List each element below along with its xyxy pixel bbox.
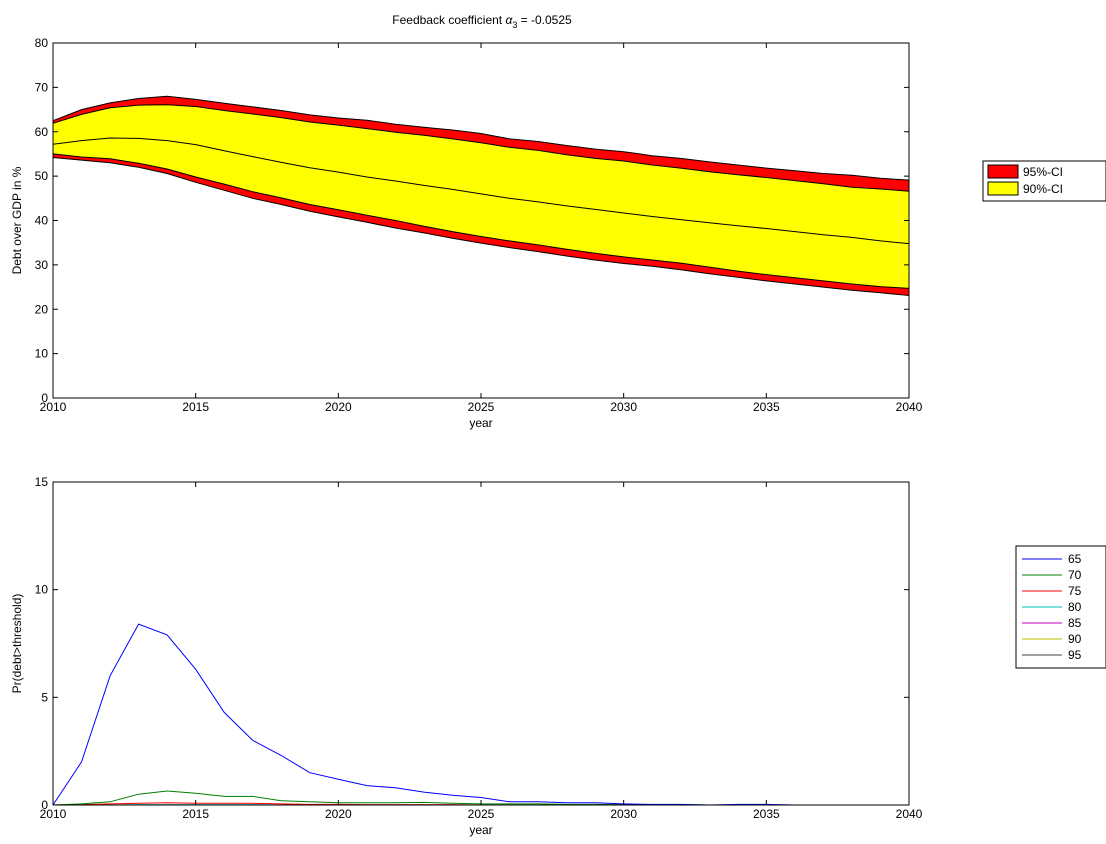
legend-label: 75 (1068, 584, 1082, 598)
x-tick-label: 2040 (896, 400, 923, 414)
x-tick-label: 2030 (610, 400, 637, 414)
legend-label: 95%-CI (1023, 165, 1063, 179)
x-tick-label: 2030 (610, 807, 637, 821)
legend-label: 90 (1068, 632, 1082, 646)
y-tick-label: 20 (35, 302, 49, 316)
x-tick-label: 2010 (40, 400, 67, 414)
x-tick-label: 2025 (468, 807, 495, 821)
x-tick-label: 2040 (896, 807, 923, 821)
legend-label: 65 (1068, 552, 1082, 566)
legend-swatch (987, 181, 1019, 196)
y-tick-label: 10 (35, 347, 49, 361)
legend: 65 70 75 80 85 90 95 (1015, 545, 1106, 669)
x-axis-label: year (469, 416, 492, 430)
x-tick-label: 2015 (182, 400, 209, 414)
y-tick-label: 70 (35, 80, 49, 94)
legend: 95%-CI 90%-CI (982, 160, 1106, 202)
threshold-probability-chart: 2010 2015 2020 2025 2030 2035 2040 0 5 10 15 year Pr… (10, 475, 1106, 837)
y-tick-label: 30 (35, 258, 49, 272)
y-tick-label: 0 (41, 798, 48, 812)
x-tick-label: 2035 (753, 807, 780, 821)
x-tick-label: 2035 (753, 400, 780, 414)
legend-label: 90%-CI (1023, 182, 1063, 196)
x-tick-label: 2025 (468, 400, 495, 414)
figure-title: Feedback coefficient α3 = -0.0525 (392, 13, 572, 30)
x-tick-label: 2010 (40, 807, 67, 821)
y-tick-label: 15 (35, 475, 49, 489)
y-tick-label: 50 (35, 169, 49, 183)
median-line (52, 137, 910, 245)
y-tick-label: 80 (35, 36, 49, 50)
y-tick-label: 40 (35, 214, 49, 228)
y-axis-label: Debt over GDP in % (10, 166, 24, 274)
plot-area (53, 482, 909, 805)
y-axis-label: Pr(debt>threshold) (10, 594, 24, 694)
x-tick-label: 2015 (182, 807, 209, 821)
x-axis-label: year (469, 823, 492, 837)
y-tick-label: 60 (35, 125, 49, 139)
legend-label: 70 (1068, 568, 1082, 582)
debt-ratio-chart: 2010 2015 2020 2025 2030 2035 2040010203040506… (10, 36, 1106, 430)
legend-label: 95 (1068, 648, 1082, 662)
y-tick-label: 0 (41, 391, 48, 405)
y-tick-label: 5 (41, 690, 48, 704)
x-tick-label: 2020 (325, 807, 352, 821)
y-tick-label: 10 (35, 583, 49, 597)
legend-swatch (987, 164, 1019, 179)
legend-label: 80 (1068, 600, 1082, 614)
x-tick-label: 2020 (325, 400, 352, 414)
legend-label: 85 (1068, 616, 1082, 630)
